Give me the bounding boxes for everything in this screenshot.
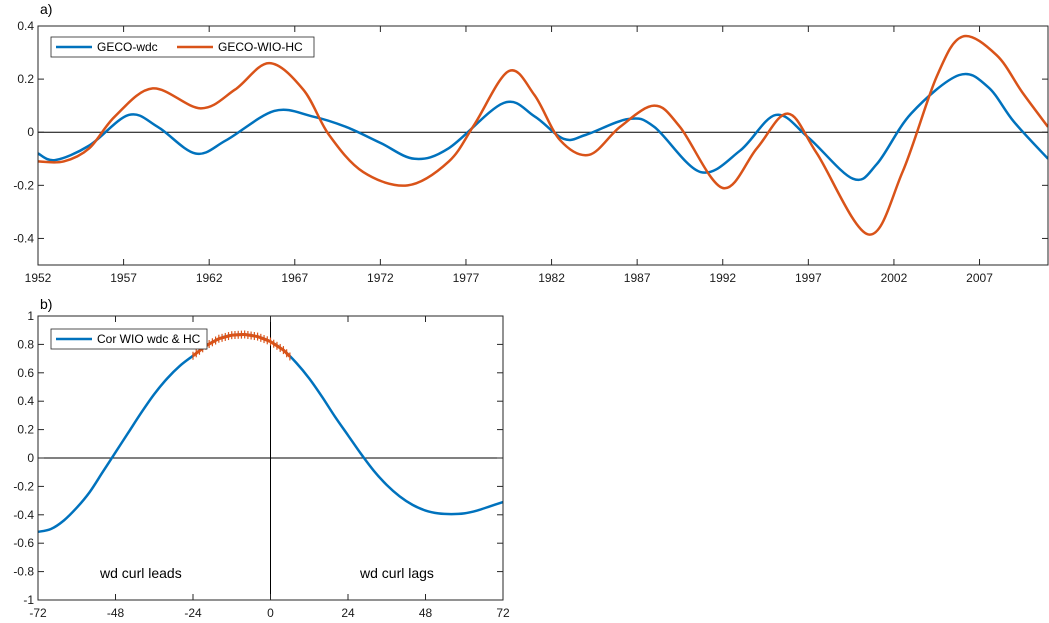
panel-b-x-tick-label: -48 <box>107 606 125 620</box>
panel-b-y-tick-label: 1 <box>27 309 34 323</box>
panel-b-legend: Cor WIO wdc & HC <box>50 328 208 350</box>
panel-a-y-tick-label: 0.2 <box>17 72 34 86</box>
series-line-geco-wio-hc <box>38 34 1048 236</box>
panel-b-y-tick-label: 0.2 <box>17 423 34 437</box>
panel-a-x-tick-label: 1982 <box>538 271 565 285</box>
panel-b-y-tick-label: -0.6 <box>13 536 34 550</box>
panel-a-x-tick-label: 1972 <box>367 271 394 285</box>
panel-b-y-tick-label: -0.2 <box>13 479 34 493</box>
legend-label-geco-wio-hc: GECO-WIO-HC <box>218 40 303 54</box>
panel-b-x-tick-label: 0 <box>267 606 274 620</box>
panel-a-x-tick-label: 2007 <box>966 271 993 285</box>
panel-b: b) 1 0.8 0.6 0.4 0.2 0 -0.2 -0.4 -0.6 -0.8 -1 -72 -… <box>13 296 510 620</box>
panel-b-y-tick-label: -0.4 <box>13 508 34 522</box>
panel-a-x-tick-label: 1952 <box>25 271 52 285</box>
panel-a-frame <box>37 25 1049 266</box>
panel-a-x-tick-label: 1957 <box>110 271 137 285</box>
panel-a-x-tick-label: 2002 <box>881 271 908 285</box>
panel-b-x-tick-label: 48 <box>419 606 433 620</box>
panel-b-y-tick-label: -0.8 <box>13 565 34 579</box>
panel-a-x-ticks: 1952 1957 1962 1967 1972 1977 1982 1987 1992 1997… <box>25 26 993 285</box>
panel-b-y-tick-label: 0.8 <box>17 337 34 351</box>
panel-b-frame <box>37 315 504 601</box>
annotation-wd-curl-lags: wd curl lags <box>359 565 434 581</box>
panel-b-y-tick-label: -1 <box>23 593 34 607</box>
panel-b-x-tick-label: 24 <box>341 606 355 620</box>
panel-a-x-tick-label: 1962 <box>196 271 223 285</box>
legend-label-geco-wdc: GECO-wdc <box>97 40 158 54</box>
legend-label-cor: Cor WIO wdc & HC <box>97 332 201 346</box>
panel-b-label: b) <box>40 296 52 312</box>
panel-b-x-tick-label: -72 <box>29 606 47 620</box>
panel-b-y-tick-label: 0 <box>27 451 34 465</box>
series-line-geco-wdc <box>38 72 1048 182</box>
panel-a-label: a) <box>40 1 52 17</box>
panel-a-series-lines <box>38 34 1048 236</box>
panel-b-significant-segment <box>192 330 291 361</box>
panel-b-legend-box <box>50 328 208 350</box>
panel-b-y-tick-label: 0.6 <box>17 366 34 380</box>
panel-a-legend: GECO-wdc GECO-WIO-HC <box>50 36 315 58</box>
panel-a-y-ticks: 0.4 0.2 0 -0.2 -0.4 <box>13 19 1048 245</box>
panel-a-y-tick-label: -0.2 <box>13 178 34 192</box>
panel-a-x-tick-label: 1997 <box>795 271 822 285</box>
panel-b-reference-lines <box>38 316 503 600</box>
panel-a-y-tick-label: -0.4 <box>13 231 34 245</box>
panel-b-y-tick-label: 0.4 <box>17 394 34 408</box>
panel-b-y-ticks: 1 0.8 0.6 0.4 0.2 0 -0.2 -0.4 -0.6 -0.8 -1 <box>13 309 503 607</box>
panel-a: a) 0.40.20-0.2-0.4 1952 1957 1962 1967 1972 1… <box>13 1 1049 285</box>
panel-b-x-tick-label: -24 <box>184 606 202 620</box>
panel-a-x-tick-label: 1967 <box>281 271 308 285</box>
panel-a-x-tick-label: 1977 <box>453 271 480 285</box>
panel-a-y-tick-label: 0 <box>27 125 34 139</box>
panel-a-x-tick-label: 1992 <box>709 271 736 285</box>
panel-b-x-tick-label: 72 <box>496 606 510 620</box>
panel-a-x-tick-label: 1987 <box>624 271 651 285</box>
panel-a-y-tick-label: 0.4 <box>17 19 34 33</box>
annotation-wd-curl-leads: wd curl leads <box>99 565 182 581</box>
